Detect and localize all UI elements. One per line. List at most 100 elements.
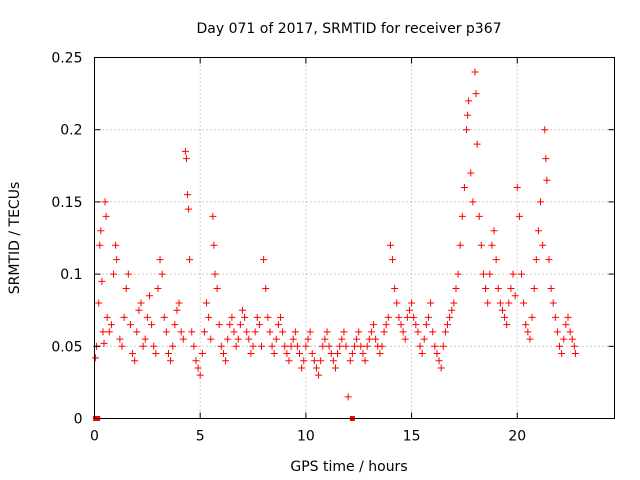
x-tick-label: 15 [403,429,421,445]
data-point [236,321,244,329]
data-point [279,328,287,336]
data-point [173,306,181,314]
data-point [484,299,492,307]
data-point [334,350,342,358]
data-point [560,335,568,343]
data-point [97,227,105,235]
data-point [549,299,557,307]
data-point [391,285,399,293]
data-point [222,357,230,365]
data-point [498,306,506,314]
data-point [298,364,306,372]
data-point [441,328,449,336]
data-point [105,328,113,336]
data-point [232,342,240,350]
data-point [450,299,458,307]
data-point [158,270,166,278]
data-point [213,285,221,293]
data-point [327,350,335,358]
data-point [427,299,435,307]
data-point [143,313,151,321]
data-point [486,270,494,278]
data-point [92,354,100,362]
data-point [532,256,540,264]
data-point [418,350,426,358]
data-point [306,328,314,336]
data-point [477,241,485,249]
data-point [251,328,259,336]
x-axis-label: GPS time / hours [290,459,407,475]
data-point [264,313,272,321]
data-point [365,335,373,343]
data-point [463,126,471,134]
data-point [308,350,316,358]
data-point [179,335,187,343]
data-point [376,350,384,358]
data-point [98,277,106,285]
data-point [454,270,462,278]
data-point [95,299,103,307]
x-tick-label: 0 [90,429,99,445]
data-point [124,270,132,278]
data-point [110,270,118,278]
data-point [437,364,445,372]
data-point [530,285,538,293]
data-point [287,342,295,350]
data-point [317,357,325,365]
data-point [152,350,160,358]
data-point [353,335,361,343]
data-point [509,270,517,278]
data-point [513,183,521,191]
data-point [444,321,452,329]
data-point [490,227,498,235]
data-point [255,321,263,329]
data-point [331,364,339,372]
y-tick-label: 0.25 [51,51,82,67]
x-tick-label: 20 [508,429,526,445]
data-point [321,335,329,343]
data-point [340,328,348,336]
data-point [238,306,246,314]
data-point [501,313,509,321]
data-point [405,306,413,314]
data-point [101,198,109,206]
data-point [496,299,504,307]
data-point [99,328,107,336]
data-point [336,342,344,350]
data-point [126,321,134,329]
data-point [177,328,185,336]
data-point [185,205,193,213]
data-point [190,342,198,350]
data-point [260,256,268,264]
data-point [517,270,525,278]
data-point [154,285,162,293]
data-point [420,335,428,343]
data-point [494,285,502,293]
data-point [162,328,170,336]
data-point [141,335,149,343]
data-point [367,328,375,336]
data-point [209,212,217,220]
data-point [543,176,551,184]
data-point [283,350,291,358]
data-point [414,328,422,336]
data-point [247,350,255,358]
data-point [571,350,579,358]
axis-ticks: 0 5 10 15 20 0 0.05 0.1 0.15 0.2 0.25 [51,51,615,445]
data-point [107,321,115,329]
data-point [566,328,574,336]
data-point [547,285,555,293]
data-point [137,299,145,307]
data-points [92,68,579,421]
data-point [277,313,285,321]
data-point [270,350,278,358]
data-point [471,68,479,76]
data-point [542,155,550,163]
data-point [439,342,447,350]
y-tick-label: 0.15 [51,195,82,211]
data-point [361,357,369,365]
data-point [198,350,206,358]
data-point [526,335,534,343]
data-point [564,313,572,321]
data-point [228,313,236,321]
